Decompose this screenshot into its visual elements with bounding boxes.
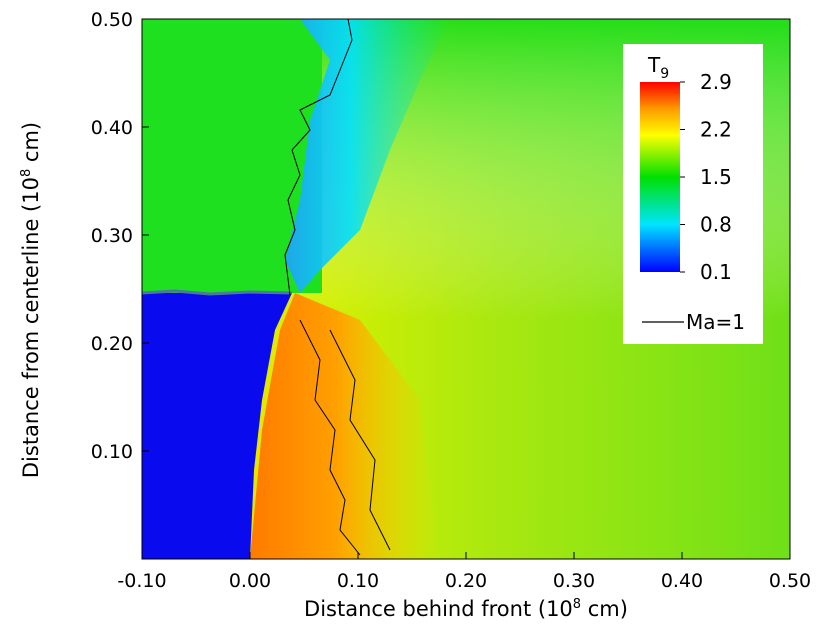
front-edge (142, 289, 293, 296)
colorbar-tick-label: 1.5 (700, 165, 732, 189)
x-tick-label: 0.40 (661, 570, 703, 592)
x-tick-label: 0.30 (553, 570, 595, 592)
ma1-contour-lower (299, 319, 391, 556)
contour-legend-label: Ma=1 (686, 310, 745, 334)
y-axis: 0.10 0.20 0.30 0.40 0.50 (91, 9, 149, 463)
colorbar-tick-label: 2.2 (700, 118, 732, 142)
legend: T9 2.9 2.2 1.5 0.8 0.1 Ma=1 (623, 44, 763, 344)
colorbar-tick-label: 2.9 (700, 70, 732, 94)
y-tick-label: 0.50 (91, 9, 133, 31)
region-mixing-layer (285, 19, 450, 293)
x-axis: -0.10 0.00 0.10 0.20 0.30 0.40 0.50 (117, 552, 811, 592)
region-cold-lower (142, 293, 292, 559)
colorbar-ticks: 2.9 2.2 1.5 0.8 0.1 (680, 70, 732, 284)
y-tick-label: 0.40 (91, 117, 133, 139)
x-tick-label: 0.50 (769, 570, 811, 592)
colorbar-title: T9 (647, 53, 669, 82)
colorbar-tick-label: 0.1 (700, 260, 732, 284)
region-shocked-hot (250, 293, 440, 559)
y-tick-label: 0.10 (91, 441, 133, 463)
colorbar (640, 82, 680, 272)
x-tick-label: 0.10 (337, 570, 379, 592)
x-tick-label: -0.10 (117, 570, 166, 592)
y-tick-label: 0.30 (91, 225, 133, 247)
x-tick-label: 0.00 (229, 570, 271, 592)
colorbar-tick-label: 0.8 (700, 213, 732, 237)
y-tick-label: 0.20 (91, 333, 133, 355)
x-axis-title: Distance behind front (108 cm) (304, 597, 628, 621)
y-axis-title: Distance from centerline (108 cm) (19, 122, 43, 478)
ma1-contour-upper (284, 19, 353, 296)
x-tick-label: 0.20 (445, 570, 487, 592)
